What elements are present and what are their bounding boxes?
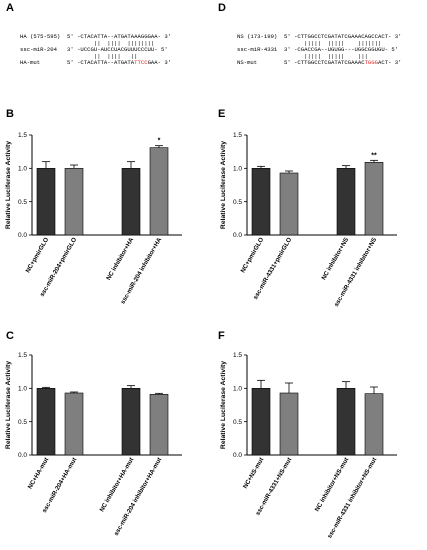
mutated-bases: TGGG bbox=[364, 59, 378, 67]
bar bbox=[36, 388, 56, 456]
bar bbox=[121, 388, 141, 456]
significance-marker: ** bbox=[371, 152, 377, 159]
significance-marker: * bbox=[158, 138, 161, 145]
y-tick-label: 0.0 bbox=[233, 232, 242, 239]
sequence-segment: NS-mut 5' -CTTGGCCTCGATATCGAAAC bbox=[237, 59, 365, 67]
panel-letter-e: E bbox=[218, 108, 226, 120]
y-axis-label: Relative Luciferase Activity bbox=[220, 141, 227, 229]
panel-letter-d: D bbox=[218, 2, 226, 14]
y-tick-label: 0.5 bbox=[18, 199, 27, 206]
category-label: NC+pmirGLO bbox=[239, 236, 265, 274]
y-tick-label: 0.5 bbox=[233, 199, 242, 206]
bar bbox=[364, 393, 384, 456]
sequence-line: || |||| |||||||| bbox=[20, 39, 171, 48]
category-label: NC inhibitor+NS bbox=[320, 237, 350, 282]
bar bbox=[36, 168, 56, 236]
bar-chart-b: 0.0 0.5 1.0 1.5 Relative Luciferase Activity… bbox=[5, 132, 182, 305]
panel-letter-b: B bbox=[6, 108, 14, 120]
y-tick-label: 0.0 bbox=[233, 452, 242, 459]
sequence-alignment-ns: NS (173-199) 5' -CTTGGCCTCGATATCGAAACAGC… bbox=[237, 33, 402, 67]
bar bbox=[251, 168, 271, 236]
sequence-line: NS-mut 5' -CTTGGCCTCGATATCGAAACTGGGACT- … bbox=[237, 60, 402, 67]
sequence-segment: GAA- 3' bbox=[147, 59, 172, 67]
y-tick-label: 1.0 bbox=[18, 166, 27, 173]
panel-letter-a: A bbox=[6, 2, 14, 14]
sequence-segment: || |||| |||||||| bbox=[20, 39, 155, 47]
y-tick-label: 1.5 bbox=[233, 352, 242, 359]
sequence-line: ||||| ||||| ||||||| bbox=[237, 39, 402, 48]
sequence-segment: ||||| ||||| ||||||| bbox=[237, 39, 382, 47]
sequence-line: ssc-miR-4331 3' -CGACCGA--UGUGG---UGGCGG… bbox=[237, 46, 402, 54]
sequence-line: || |||| || bbox=[20, 52, 171, 61]
category-label: ssc-miR-4331 inhibitor+NS-mut bbox=[326, 457, 378, 540]
category-label: NC+pmirGLO bbox=[24, 236, 50, 274]
sequence-segment: ssc-miR-204 3' -UCCGU-AUCCUACGUUUCCCUU- … bbox=[20, 46, 168, 54]
sequence-segment: ||||| ||||| ||| bbox=[237, 52, 368, 60]
bar bbox=[64, 168, 84, 236]
category-label: NC inhibitor+HA bbox=[105, 236, 135, 281]
sequence-segment: NS (173-199) 5' -CTTGGCCTCGATATCGAAACAGC… bbox=[237, 33, 402, 40]
y-tick-label: 1.0 bbox=[233, 386, 242, 393]
bar bbox=[251, 388, 271, 456]
y-tick-label: 1.5 bbox=[233, 132, 242, 139]
bar bbox=[149, 394, 169, 456]
y-axis-label: Relative Luciferase Activity bbox=[220, 361, 227, 449]
y-axis-label: Relative Luciferase Activity bbox=[5, 141, 12, 229]
bar bbox=[279, 392, 299, 456]
mutated-bases: TTCC bbox=[134, 59, 148, 67]
bar bbox=[336, 388, 356, 456]
bar-chart-e: 0.0 0.5 1.0 1.5 Relative Luciferase Activity… bbox=[220, 132, 397, 308]
y-tick-label: 0.0 bbox=[18, 452, 27, 459]
y-tick-label: 0.5 bbox=[18, 419, 27, 426]
panel-letter-c: C bbox=[6, 330, 14, 342]
sequence-segment: || |||| || bbox=[20, 52, 138, 60]
sequence-line: HA-mut 5' -CTACATTA--ATGATATTCCGAA- 3' bbox=[20, 60, 171, 67]
y-tick-label: 1.5 bbox=[18, 352, 27, 359]
bar bbox=[121, 168, 141, 236]
bar bbox=[64, 392, 84, 456]
sequence-line: HA (575-595) 5' -CTACATTA--ATGATAAAGGGAA… bbox=[20, 33, 172, 41]
y-tick-label: 1.0 bbox=[18, 386, 27, 393]
sequence-segment: HA-mut 5' -CTACATTA--ATGATA bbox=[20, 59, 135, 67]
sequence-segment: HA (575-595) 5' -CTACATTA--ATGATAAAGGGAA… bbox=[20, 33, 172, 40]
y-tick-label: 0.5 bbox=[233, 419, 242, 426]
bar-chart-f: 0.0 0.5 1.0 1.5 Relative Luciferase Activity… bbox=[220, 352, 397, 540]
y-tick-label: 1.0 bbox=[233, 166, 242, 173]
sequence-line: ssc-miR-204 3' -UCCGU-AUCCUACGUUUCCCUU- … bbox=[20, 46, 171, 54]
category-label: ssc-miR-204 inhibitor+HA-mut bbox=[113, 457, 163, 537]
y-axis-label: Relative Luciferase Activity bbox=[5, 361, 12, 449]
bar bbox=[364, 162, 384, 236]
bar bbox=[336, 168, 356, 236]
sequence-alignment-ha: HA (575-595) 5' -CTACATTA--ATGATAAAGGGAA… bbox=[20, 33, 172, 67]
bar bbox=[279, 172, 299, 236]
bar-chart-c: 0.0 0.5 1.0 1.5 Relative Luciferase Activity… bbox=[5, 352, 182, 537]
category-label: NC+HA-mut bbox=[27, 457, 51, 491]
y-tick-label: 0.0 bbox=[18, 232, 27, 239]
sequence-line: NS (173-199) 5' -CTTGGCCTCGATATCGAAACAGC… bbox=[237, 33, 402, 41]
sequence-segment: ssc-miR-4331 3' -CGACCGA--UGUGG---UGGCGG… bbox=[237, 46, 399, 54]
category-label: NC+NS-mut bbox=[242, 457, 265, 490]
panel-letter-f: F bbox=[218, 330, 225, 342]
bar bbox=[149, 147, 169, 236]
sequence-line: ||||| ||||| ||| bbox=[237, 52, 402, 61]
y-tick-label: 1.5 bbox=[18, 132, 27, 139]
sequence-segment: ACT- 3' bbox=[378, 59, 402, 67]
